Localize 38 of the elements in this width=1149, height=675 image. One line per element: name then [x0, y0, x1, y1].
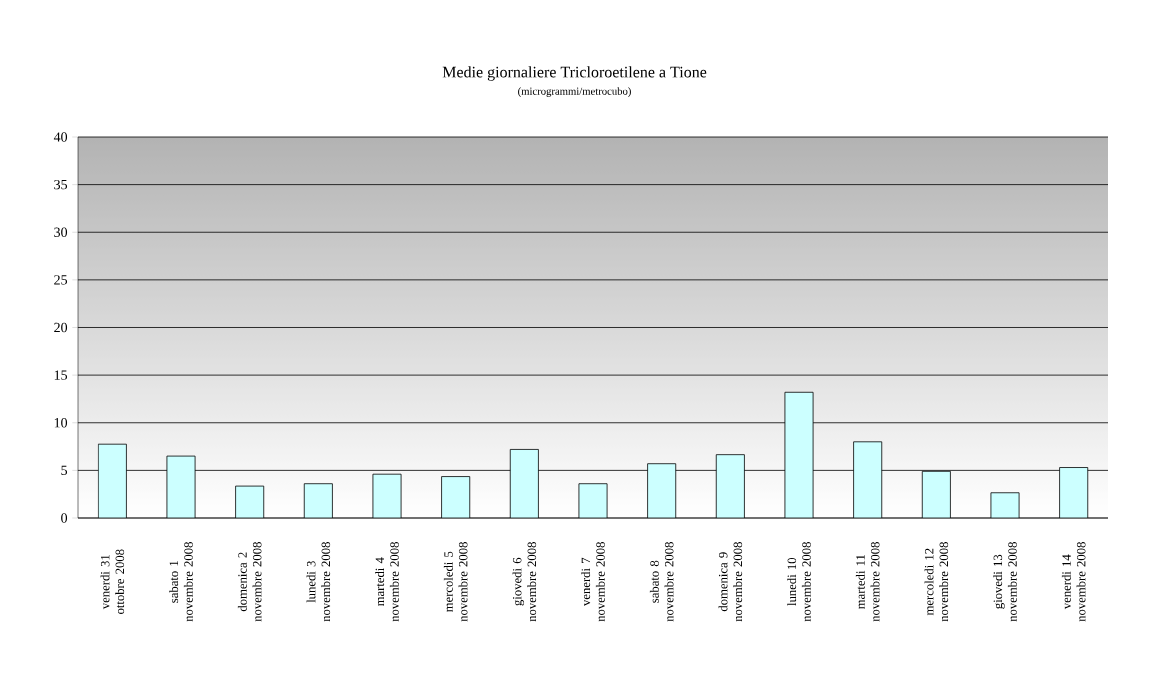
y-tick-label: 35 [54, 179, 68, 190]
bar [235, 485, 265, 518]
y-tick-label: 40 [53, 132, 68, 142]
bar [509, 449, 539, 518]
bar [1059, 467, 1089, 518]
x-tick-label: martedi 11 novembre 2008 [855, 542, 880, 622]
y-tick-label: 15 [54, 370, 68, 380]
x-tick-label: giovedi 13 novembre 2008 [993, 542, 1017, 622]
x-tick-label: domenica 9 novembre 2008 [718, 542, 743, 622]
y-tick-label: 25 [54, 275, 68, 285]
y-tick-label: 30 [54, 227, 68, 237]
x-tick-label: venerdi 14 novembre 2008 [1061, 542, 1086, 622]
x-tick-label: venerdi 7 novembre 2008 [581, 542, 605, 622]
chart-title: Medie giornaliere Tricloroetilene a Tione [442, 66, 707, 81]
x-tick-label: mercoledi 5 novembre 2008 [443, 542, 468, 622]
bar [784, 391, 814, 518]
bar [647, 463, 677, 518]
x-tick-label: lunedi 3 novembre 2008 [306, 542, 331, 622]
bar [166, 455, 196, 518]
x-tick-label: martedi 4 novembre 2008 [375, 542, 399, 622]
y-tick-label: 10 [54, 418, 68, 428]
y-tick-label: 5 [61, 465, 68, 476]
x-tick-label: sabato 8 novembre 2008 [649, 542, 674, 622]
x-tick-label: domenica 2 novembre 2008 [237, 542, 262, 622]
bar [715, 454, 745, 518]
bar [853, 441, 883, 518]
bar [97, 443, 127, 518]
x-tick-label: venerdi 31 ottobre 2008 [100, 549, 125, 614]
bar [303, 483, 333, 518]
y-tick-label: 20 [54, 322, 68, 333]
bar [441, 476, 471, 518]
bar [921, 470, 951, 518]
x-tick-label: lunedi 10 novembre 2008 [787, 542, 811, 622]
y-tick-label: 0 [61, 513, 68, 523]
x-tick-label: giovedi 6 novembre 2008 [512, 542, 537, 622]
x-tick-label: mercoledi 12 novembre 2008 [924, 542, 949, 622]
chart-subtitle: (microgrammi/metrocubo) [518, 87, 631, 97]
x-tick-label: sabato 1 novembre 2008 [169, 542, 193, 622]
